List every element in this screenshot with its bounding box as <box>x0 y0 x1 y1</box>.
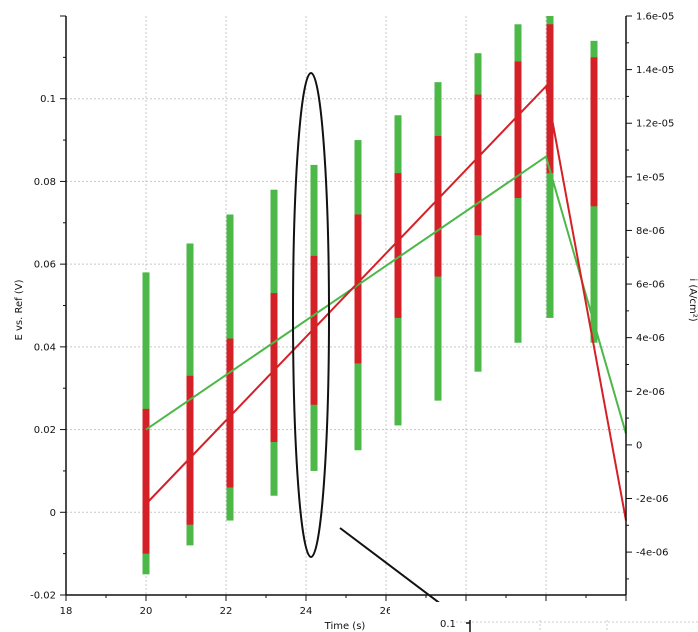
y2-tick-label: -2e-06 <box>636 494 668 505</box>
pulse-bar-red <box>142 408 150 554</box>
y-tick-label: 0.06 <box>34 260 56 271</box>
pulse-bar-red <box>186 375 194 525</box>
pulse-bars <box>142 16 598 575</box>
highlight-ellipse <box>292 72 330 558</box>
y2-tick-label: 1.6e-05 <box>636 12 674 23</box>
series-line-green <box>145 154 627 434</box>
pulse-bar-red <box>546 24 554 174</box>
y-tick-label: 0.1 <box>40 94 56 105</box>
axes <box>60 15 632 601</box>
series-line-red <box>145 84 627 521</box>
y-axis-title: E vs. Ref (V) <box>14 279 25 340</box>
pulse-bar-red <box>270 293 278 442</box>
inset-panel: 0.1 <box>390 602 698 632</box>
y-tick-label: 0.02 <box>34 425 56 436</box>
y-tick-label: 0.08 <box>34 177 56 188</box>
pulse-bar-red <box>434 135 442 277</box>
x-tick-label: 26 <box>380 606 393 617</box>
y2-tick-label: 2e-06 <box>636 387 665 398</box>
pulse-bar-red <box>514 61 522 198</box>
y2-tick-label: 8e-06 <box>636 226 665 237</box>
y-tick-label: 0 <box>50 508 56 519</box>
y2-tick-label: -4e-06 <box>636 548 668 559</box>
pulse-bar-red <box>394 173 402 318</box>
x-tick-label: 22 <box>220 606 233 617</box>
x-axis-title: Time (s) <box>324 621 366 632</box>
y2-tick-label: 1e-05 <box>636 172 665 183</box>
y2-axis-title: i (A/cm²) <box>687 278 698 321</box>
inset-axis-label: 0.1 <box>440 619 456 630</box>
pulse-bar-red <box>474 94 482 236</box>
y-tick-label: -0.02 <box>30 591 56 602</box>
y2-tick-label: 0 <box>636 440 642 451</box>
x-tick-label: 20 <box>140 606 153 617</box>
grid <box>66 16 626 595</box>
x-tick-label: 18 <box>60 606 73 617</box>
pulse-bar-red <box>310 255 318 405</box>
x-tick-label: 24 <box>300 606 313 617</box>
pulse-bar-red <box>354 214 362 364</box>
series-lines <box>145 84 627 521</box>
y2-tick-label: 6e-06 <box>636 280 665 291</box>
y2-tick-label: 4e-06 <box>636 333 665 344</box>
y2-tick-label: 1.4e-05 <box>636 65 674 76</box>
pulse-bar-red <box>226 338 234 488</box>
y2-tick-label: 1.2e-05 <box>636 119 674 130</box>
pulse-bar-red <box>590 57 598 207</box>
y-tick-label: 0.04 <box>34 342 56 353</box>
